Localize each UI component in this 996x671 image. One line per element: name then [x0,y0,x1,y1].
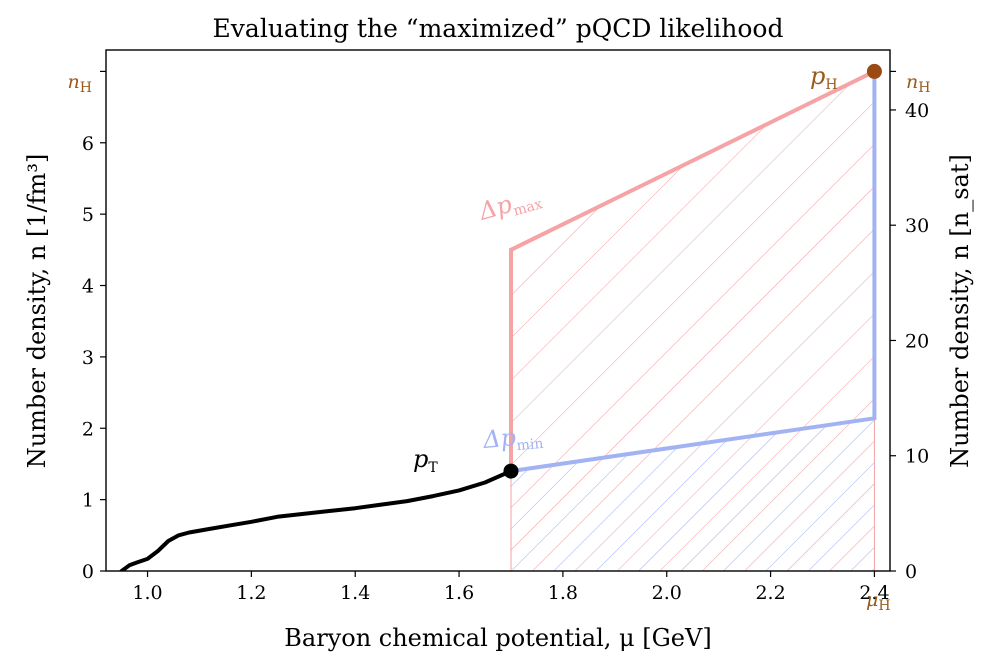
p-h-label: pH [810,62,838,93]
y-tick-label: 1 [82,490,94,512]
y-tick-label: 3 [82,347,94,369]
x-tick-label: 1.4 [340,582,370,604]
x-axis-title: Baryon chemical potential, μ [GeV] [284,624,711,652]
y-axis-title: Number density, n [1/fm³] [23,154,51,469]
series-lines [119,69,877,571]
p-t-sub: T [428,460,438,476]
point-p-t [503,463,519,479]
y-right-tick-label: 10 [905,446,929,468]
plot-frame [105,49,891,572]
x-tick-label: 1.0 [132,582,162,604]
y-tick-label: 0 [82,561,94,583]
series-line-delta-p-min [510,71,877,474]
x-tick-label: 1.2 [236,582,266,604]
n-h-left-tick-label: nH [68,71,92,96]
y-tick-label: 4 [82,276,94,298]
chart-title: Evaluating the “maximized” pQCD likeliho… [213,14,784,43]
delta-p-min-sub: min [516,436,544,454]
points [503,63,882,479]
x-axis-ticks: 1.0 1.2 1.4 1.6 1.8 2.0 2.2 2.4 [132,571,890,604]
mu-h-tick-label: μH [866,589,891,614]
y-right-tick-label: 30 [905,215,929,237]
y-right-axis-title: Number density, n [n_sat] [946,154,974,468]
y-right-tick-label: 0 [905,561,917,583]
delta-p-min-main: Δp [481,423,517,454]
y-tick-label: 5 [82,204,94,226]
point-p-h [866,63,882,79]
x-tick-label: 2.0 [652,582,682,604]
p-h-sub: H [825,77,837,93]
mu-h-sub: H [878,598,890,614]
p-h-main: p [810,62,825,90]
y-tick-label: 2 [82,418,94,440]
y-right-tick-label: 40 [905,100,929,122]
hatched-regions [510,70,875,571]
n-h-right-sub: H [918,80,930,96]
delta-p-max-main: Δp [475,190,515,226]
y-right-axis-ticks: 0 10 20 30 40 [890,70,929,583]
y-tick-label: 6 [82,133,94,155]
p-t-main: p [413,445,428,473]
hatch-region-min [510,418,875,571]
delta-p-max-label: Δpmax [475,182,544,229]
n-h-left-main: n [68,71,80,93]
x-tick-label: 1.8 [548,582,578,604]
x-tick-label: 2.2 [755,582,785,604]
n-h-left-sub: H [80,80,92,96]
series-line-delta-p-max [509,69,876,472]
mu-h-main: μ [866,589,878,611]
y-axis-ticks: 0 1 2 3 4 5 6 [82,70,106,583]
delta-p-max-sub: max [512,196,545,220]
n-h-right-tick-label: nH [906,71,930,96]
x-tick-label: 1.6 [444,582,474,604]
delta-p-min-label: Δpmin [481,421,544,457]
series-line-eos [119,469,513,571]
y-right-tick-label: 20 [905,330,929,352]
x-tick-label: 2.4 [859,582,889,604]
p-t-label: pT [413,445,438,476]
n-h-right-main: n [906,71,918,93]
